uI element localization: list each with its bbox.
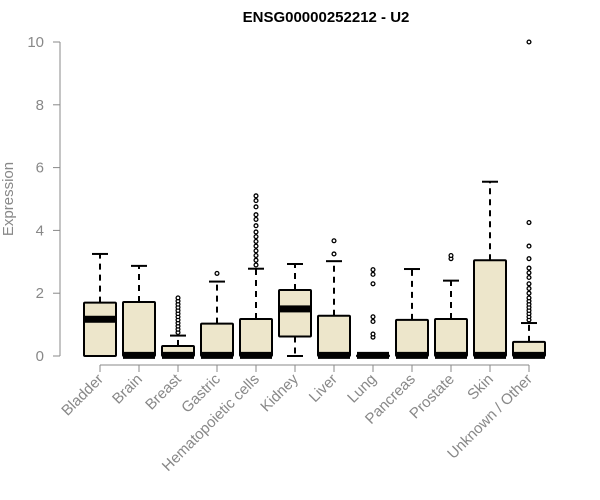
- outlier-point: [253, 238, 259, 244]
- median-line: [162, 351, 194, 359]
- outlier-point: [331, 238, 337, 244]
- outlier-point: [253, 234, 259, 240]
- median-line: [201, 351, 233, 359]
- y-tick-label: 4: [36, 222, 44, 239]
- median-line: [240, 351, 272, 359]
- outlier-point: [253, 257, 259, 263]
- x-tick-label: Skin: [464, 371, 497, 404]
- outlier-point: [526, 295, 532, 301]
- outlier-point: [331, 251, 337, 257]
- box-body: [122, 300, 156, 358]
- y-axis-label: Expression: [0, 162, 17, 236]
- outlier-point: [253, 223, 259, 229]
- outlier-point: [370, 314, 376, 320]
- box-body: [200, 322, 234, 357]
- box-series: [83, 39, 546, 359]
- outlier-point: [526, 270, 532, 276]
- x-tick-label: Breast: [142, 370, 185, 413]
- box-1: [83, 252, 117, 357]
- box-5: [239, 193, 273, 359]
- chart-title: ENSG00000252212 - U2: [243, 9, 410, 26]
- outlier-point: [214, 270, 220, 276]
- outlier-point: [448, 252, 454, 259]
- box-body: [83, 301, 117, 357]
- outlier-point: [526, 256, 532, 262]
- outlier-point: [526, 220, 532, 226]
- median-line: [123, 351, 155, 359]
- box-body: [473, 259, 507, 358]
- outlier-point: [253, 216, 259, 222]
- outlier-point: [253, 248, 259, 254]
- outlier-point: [526, 290, 532, 296]
- median-line: [435, 351, 467, 359]
- outlier-point: [526, 274, 532, 281]
- outlier-point: [253, 204, 259, 210]
- box-body: [317, 314, 351, 358]
- median-line: [357, 351, 389, 359]
- box-10: [434, 252, 468, 359]
- x-tick-label: Brain: [109, 371, 146, 408]
- outlier-point: [370, 331, 376, 337]
- outlier-point: [253, 198, 259, 204]
- box-11: [473, 180, 507, 359]
- outlier-point: [526, 265, 532, 271]
- box-4: [200, 270, 234, 359]
- x-tick-label: Bladder: [58, 371, 107, 420]
- y-tick-label: 2: [36, 285, 44, 302]
- box-7: [317, 238, 351, 359]
- box-2: [122, 264, 156, 359]
- x-tick-label: Kidney: [257, 370, 302, 415]
- box-body: [278, 289, 312, 338]
- x-tick-label: Lung: [344, 371, 380, 407]
- outlier-point: [526, 281, 532, 287]
- median-line: [513, 351, 545, 359]
- outlier-point: [526, 39, 532, 45]
- y-tick-label: 6: [36, 160, 44, 177]
- median-line: [396, 351, 428, 359]
- outlier-point: [253, 252, 259, 259]
- y-tick-label: 8: [36, 97, 44, 114]
- outlier-point: [253, 193, 259, 199]
- median-line: [279, 305, 311, 313]
- outlier-point: [526, 243, 532, 249]
- outlier-point: [370, 281, 376, 287]
- outlier-point: [370, 267, 376, 273]
- box-body: [395, 318, 429, 358]
- box-body: [434, 317, 468, 357]
- y-tick-label: 0: [36, 348, 44, 365]
- outlier-point: [253, 243, 259, 249]
- outlier-point: [253, 212, 259, 218]
- median-line: [318, 351, 350, 359]
- y-tick-label: 10: [27, 34, 44, 51]
- outlier-point: [370, 271, 376, 277]
- x-tick-label: Liver: [306, 371, 341, 406]
- outlier-point: [175, 295, 181, 301]
- box-8: [356, 267, 390, 359]
- box-3: [161, 295, 195, 359]
- outlier-point: [370, 318, 376, 325]
- outlier-point: [253, 262, 259, 268]
- y-axis: 0 2 4 6 8 10: [27, 34, 61, 365]
- box-12: [512, 39, 546, 359]
- median-line: [474, 351, 506, 359]
- box-6: [278, 262, 312, 357]
- box-9: [395, 268, 429, 359]
- outlier-point: [253, 229, 259, 235]
- box-body: [239, 317, 273, 357]
- median-line: [84, 315, 116, 323]
- outlier-point: [526, 285, 532, 292]
